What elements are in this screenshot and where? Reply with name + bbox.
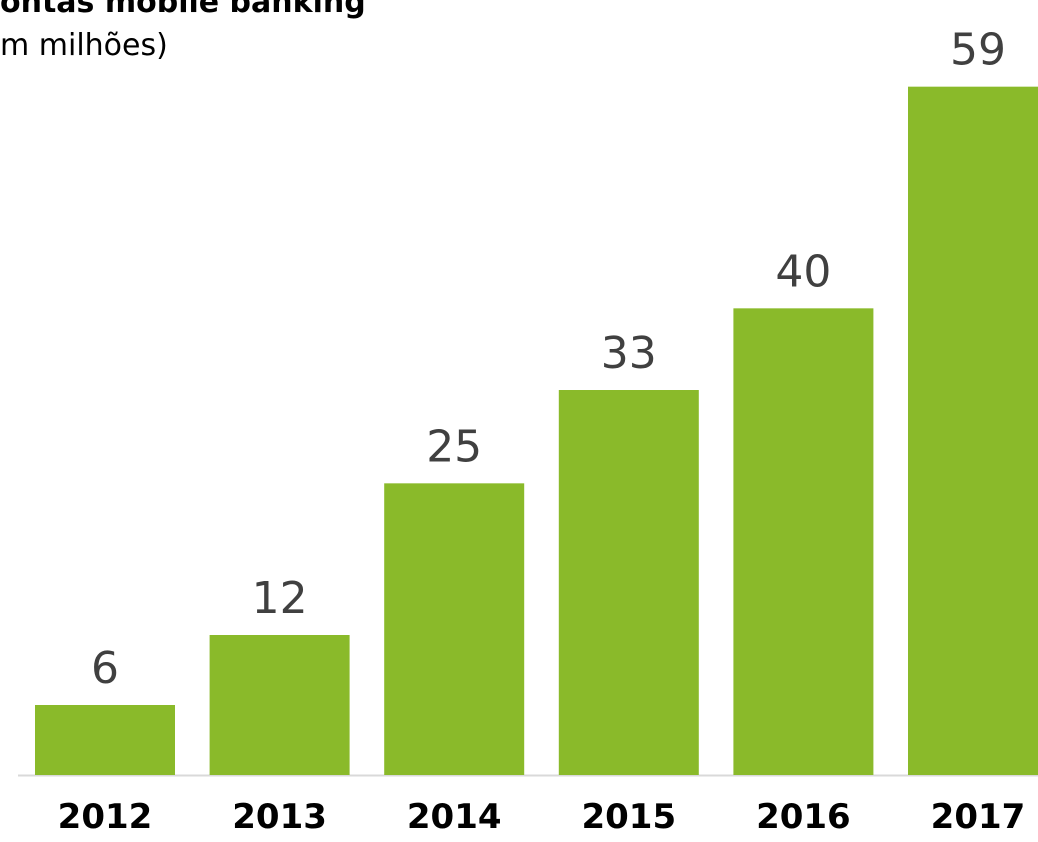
value-label: 59 [950,25,1006,76]
value-label: 12 [252,573,308,624]
chart-title: ontas mobile banking [0,0,366,20]
bar [209,635,350,775]
chart-subtitle: m milhões) [0,28,168,63]
bar [908,86,1038,775]
value-label: 33 [601,328,657,379]
x-tick-label: 2012 [58,797,153,837]
bar [558,390,699,775]
x-tick-label: 2016 [756,797,851,837]
bar [35,705,175,775]
x-tick-label: 2017 [931,797,1026,837]
value-label: 25 [426,421,482,472]
value-label: 40 [775,246,831,297]
x-tick-label: 2013 [232,797,327,837]
bar [384,483,525,775]
x-tick-label: 2014 [407,797,502,837]
x-tick-label: 2015 [581,797,676,837]
bar [733,308,874,775]
value-label: 6 [91,643,119,694]
